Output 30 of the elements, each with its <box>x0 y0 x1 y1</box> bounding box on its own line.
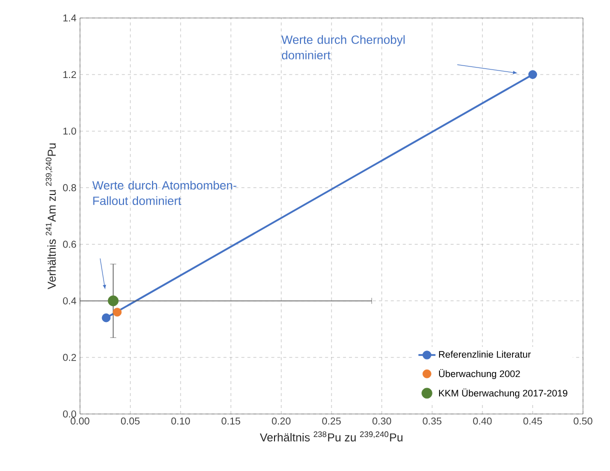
x-tick-label: 0.40 <box>473 418 492 425</box>
y-tick-label: 0.2 <box>63 354 76 361</box>
y-tick-label: 0.8 <box>63 184 76 192</box>
y-tick-label: 0.4 <box>63 297 76 304</box>
x-tick-label: 0.10 <box>171 418 190 425</box>
x-tick-label: 0.45 <box>523 418 542 425</box>
x-tick-label: 0.00 <box>70 418 90 425</box>
point <box>528 70 538 79</box>
x-axis-title: Verhältnis $^{238}$Pu zu $^{239,240}$Pu <box>260 431 402 442</box>
x-tick-label: 0.05 <box>121 418 140 425</box>
annotation: Werte durch Atombomben-Fallout dominiert <box>92 180 236 206</box>
x-tick-label: 0.15 <box>222 418 240 425</box>
y-tick-label: 0.0 <box>63 410 76 418</box>
y-tick-label: 1.0 <box>63 128 76 135</box>
y-axis-title: Verhältnis $^{241}$Am zu $^{239,240}$Pu <box>46 143 56 290</box>
y-tick-label: 0.6 <box>63 240 76 248</box>
point <box>112 308 122 317</box>
point <box>108 295 119 306</box>
annotation: Werte durch Chernobyl dominiert <box>281 35 405 60</box>
legend-label: KKM Überwachung 2017-2019 <box>439 388 568 398</box>
x-tick-label: 0.50 <box>574 418 592 425</box>
x-tick-label: 0.25 <box>322 418 341 425</box>
y-tick-label: 1.4 <box>63 14 76 22</box>
x-tick-label: 0.35 <box>422 418 442 425</box>
legend-label: Referenzlinie Literatur <box>439 350 531 358</box>
x-tick-label: 0.20 <box>272 418 291 425</box>
y-tick-label: 1.2 <box>63 71 76 78</box>
legend-label: Überwachung 2002 <box>439 369 520 380</box>
point <box>102 313 111 322</box>
x-tick-label: 0.30 <box>372 418 392 425</box>
